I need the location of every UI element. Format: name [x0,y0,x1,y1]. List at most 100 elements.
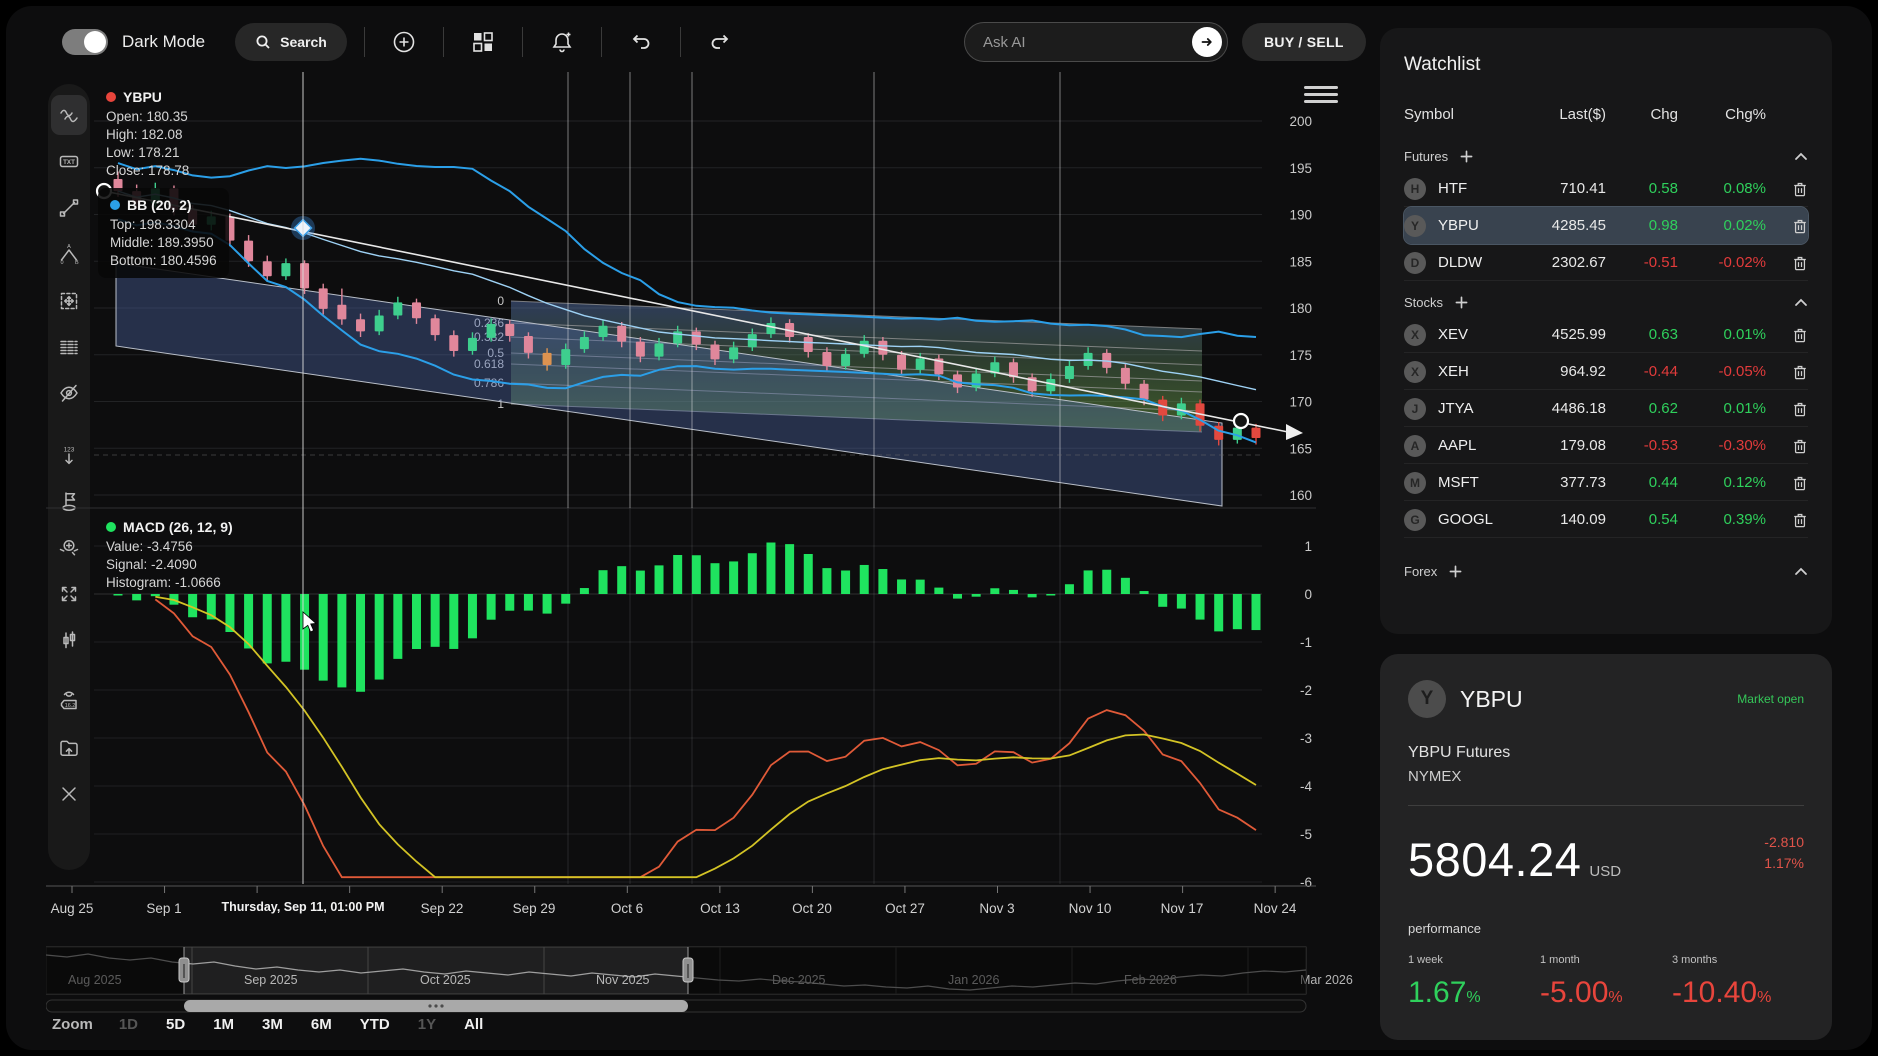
range-button-5d[interactable]: 5D [166,1016,186,1033]
measure-tool-button[interactable]: 123 [51,435,87,475]
delete-symbol-button[interactable] [1792,254,1808,272]
x-axis-label: Oct 13 [700,901,740,916]
delete-symbol-button[interactable] [1792,326,1808,344]
close-tool-button[interactable] [51,774,87,814]
macd-histogram-bar [1176,594,1186,609]
bar-compare-icon [63,631,76,649]
macd-histogram-bar [897,579,907,594]
watchlist-row-msft[interactable]: M MSFT 377.73 0.44 0.12% [1404,464,1808,501]
macd-histogram-bar [542,594,552,614]
range-button-ytd[interactable]: YTD [359,1016,390,1033]
perf-value: -10.40 [1672,976,1758,1009]
macd-histogram-bar [1214,594,1224,632]
xabcd-pattern-tool-button[interactable]: A 0 B [51,234,87,274]
zoom-pan-tool-button[interactable] [51,527,87,567]
candle-body [654,343,664,357]
macd-signal: Signal: -2.4090 [106,557,197,572]
navigator-dim-right [688,947,1306,994]
watchlist-row-xev[interactable]: X XEV 4525.99 0.63 0.01% [1404,316,1808,353]
chart-menu-button[interactable] [1304,80,1338,108]
candle-body [934,358,944,375]
watchlist-row-aapl[interactable]: A AAPL 179.08 -0.53 -0.30% [1404,427,1808,464]
text-annotation-tool-button[interactable]: TXT [51,142,87,182]
delete-symbol-button[interactable] [1792,217,1808,235]
navigator-selected-range[interactable] [184,947,688,994]
symbol-avatar: H [1404,177,1426,200]
price-label-tool-button[interactable]: 16.2 [51,681,87,721]
watchlist-row-htf[interactable]: H HTF 710.41 0.58 0.08% [1404,170,1808,207]
dark-mode-toggle[interactable] [62,29,108,55]
delete-symbol-button[interactable] [1792,363,1808,381]
watchlist-row-googl[interactable]: G GOOGL 140.09 0.54 0.39% [1404,501,1808,538]
alerts-button[interactable] [540,20,584,64]
export-tool-button[interactable] [51,728,87,768]
compare-bars-tool-button[interactable] [51,620,87,660]
undo-button[interactable] [619,20,663,64]
collapse-section-button[interactable] [1794,152,1808,161]
xabcd-pattern-icon: A 0 B [61,244,80,265]
watchlist-row-jtya[interactable]: J JTYA 4486.18 0.62 0.01% [1404,390,1808,427]
search-button[interactable]: Search [235,23,347,61]
symbol-name: XEH [1438,363,1469,380]
brush-tool-button[interactable] [51,95,87,136]
hide-drawings-tool-button[interactable] [51,373,87,413]
delete-symbol-button[interactable] [1792,400,1808,418]
watchlist-row-dldw[interactable]: D DLDW 2302.67 -0.51 -0.02% [1404,244,1808,281]
add-button[interactable] [382,20,426,64]
last-price: 377.73 [1560,474,1606,491]
chart-canvas[interactable]: 00.2360.3820.50.6180.7861200195190185180… [46,66,1356,1050]
change-percent: 0.12% [1723,474,1766,491]
watchlist-row-xeh[interactable]: X XEH 964.92 -0.44 -0.05% [1404,353,1808,390]
candle-body [822,351,832,366]
candle-body [262,261,272,277]
range-selector: Zoom 1D 5D 1M 3M 6M YTD 1Y All [52,1016,511,1033]
trend-line-tool-button[interactable] [51,188,87,228]
delete-symbol-button[interactable] [1792,474,1808,492]
select-move-tool-button[interactable] [51,281,87,321]
macd-histogram-bar [356,594,366,692]
candle-body [915,358,925,370]
collapse-section-button[interactable] [1794,567,1808,576]
add-symbol-button[interactable] [1460,150,1473,163]
range-button-3m[interactable]: 3M [262,1016,283,1033]
redo-button[interactable] [698,20,742,64]
zoom-label: Zoom [52,1016,93,1033]
parallel-channel-drawing[interactable] [115,262,1223,507]
change-percent: 0.02% [1723,217,1766,234]
layout-grid-button[interactable] [461,20,505,64]
toolbar-divider [442,27,444,57]
pattern-rows-tool-button[interactable] [51,327,87,367]
watchlist-body: Futures H HTF 710.41 0.58 0.08% Y YBPU 428… [1403,149,1809,579]
macd-histogram-bar [486,594,496,620]
watchlist-row-ybpu[interactable]: Y YBPU 4285.45 0.98 0.02% [1403,206,1809,245]
trend-end-handle[interactable] [1232,412,1250,430]
legend-open: Open: 180.35 [106,109,188,124]
ask-ai-submit-button[interactable] [1192,27,1222,57]
brush-icon [60,109,78,123]
add-symbol-button[interactable] [1449,565,1462,578]
buy-sell-button[interactable]: BUY / SELL [1242,23,1366,61]
change-value: -0.51 [1643,254,1678,271]
ask-ai-input[interactable] [965,33,1192,51]
fib-level-label: 0.236 [474,316,504,330]
symbol-name: JTYA [1438,400,1474,417]
macd-histogram-bar [1027,594,1037,598]
candle-body [393,302,403,316]
price-axis-label: 200 [1289,114,1312,129]
range-button-1m[interactable]: 1M [213,1016,235,1033]
add-symbol-button[interactable] [1455,296,1468,309]
macd-histogram-bar [971,594,981,597]
macd-histogram-bar [915,579,925,594]
delete-symbol-button[interactable] [1792,180,1808,198]
expand-tool-button[interactable] [51,574,87,614]
macd-histogram-bar [1232,594,1242,630]
range-button-all[interactable]: All [464,1016,484,1033]
collapse-section-button[interactable] [1794,298,1808,307]
delete-symbol-button[interactable] [1792,437,1808,455]
delete-symbol-button[interactable] [1792,511,1808,529]
search-label: Search [280,34,327,50]
macd-histogram-bar [710,563,720,594]
range-button-6m[interactable]: 6M [310,1016,332,1033]
divider [1408,805,1804,806]
symbol-avatar: X [1404,323,1426,346]
